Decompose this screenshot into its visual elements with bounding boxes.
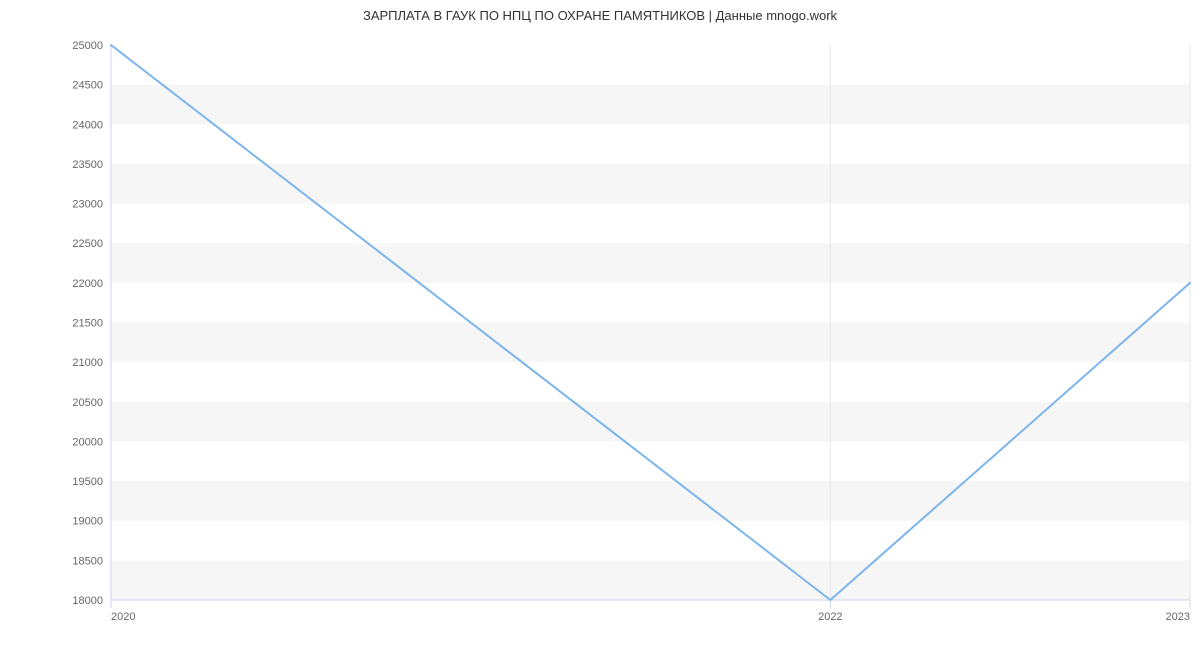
y-tick-label: 22000 [72,278,103,290]
x-tick-label: 2022 [818,611,842,623]
y-tick-label: 18000 [72,595,103,607]
y-tick-label: 20000 [72,436,103,448]
x-tick-label: 2023 [1166,611,1190,623]
y-tick-label: 25000 [72,40,103,52]
y-tick-label: 22500 [72,238,103,250]
y-tick-label: 24000 [72,119,103,131]
y-tick-label: 24500 [72,80,103,92]
y-tick-label: 20500 [72,397,103,409]
y-tick-label: 23000 [72,199,103,211]
y-tick-label: 19500 [72,476,103,488]
y-tick-label: 21500 [72,318,103,330]
salary-line-chart: ЗАРПЛАТА В ГАУК ПО НПЦ ПО ОХРАНЕ ПАМЯТНИ… [0,0,1200,650]
y-tick-label: 18500 [72,555,103,567]
chart-svg: 18000 18500 19000 19500 20000 20500 21000 21500… [0,0,1200,650]
x-tick-label: 2020 [111,611,135,623]
y-tick-label: 21000 [72,357,103,369]
y-tick-label: 19000 [72,516,103,528]
y-tick-label: 23500 [72,159,103,171]
